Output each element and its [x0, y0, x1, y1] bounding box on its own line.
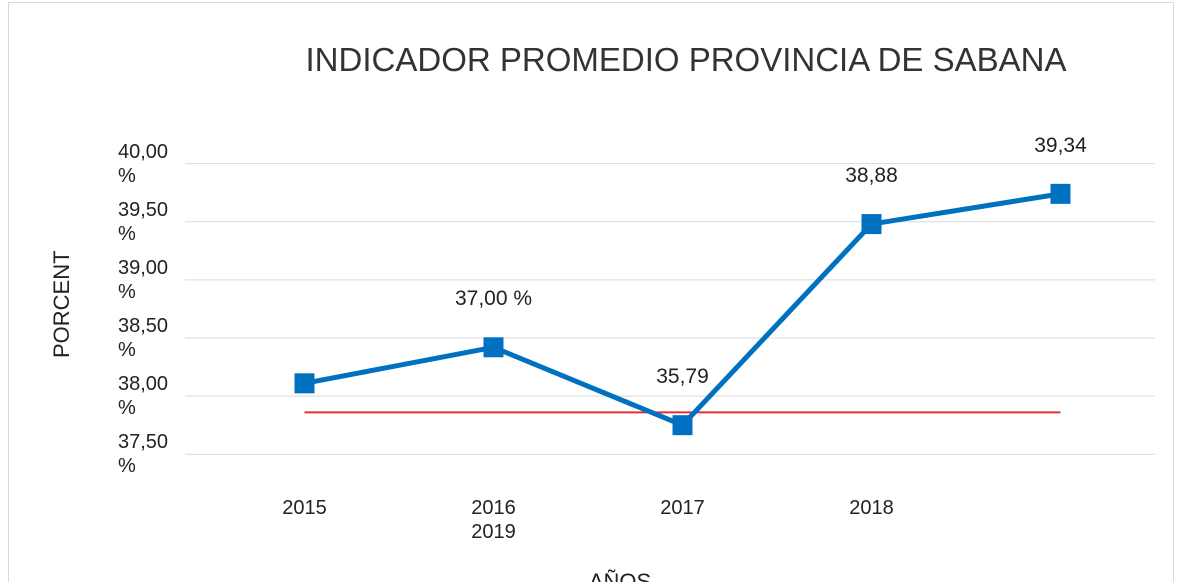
point-marker: [672, 415, 693, 436]
x-tick-label: 2015: [282, 497, 327, 519]
x-tick-note: 2019: [471, 521, 516, 543]
x-tick-label: 2016: [471, 497, 516, 519]
chart-frame: [8, 2, 1174, 582]
y-tick-label: 39,50 %: [118, 198, 169, 245]
chart-title: INDICADOR PROMEDIO PROVINCIA DE SABANA: [305, 41, 1067, 78]
data-label: 37,00 %: [454, 287, 533, 311]
y-tick-label: 38,50 %: [118, 314, 169, 361]
y-axis-title: PORCENT: [49, 250, 74, 358]
y-tick-label: 38,00 %: [118, 373, 169, 420]
data-label: 39,34: [1034, 133, 1087, 157]
data-label: 38,88: [845, 164, 898, 188]
data-label: 35,79: [656, 365, 709, 389]
point-marker: [483, 337, 504, 358]
point-marker: [861, 214, 882, 235]
y-tick-label: 40,00 %: [118, 140, 169, 187]
point-marker: [1050, 183, 1071, 204]
series-line: [304, 191, 1061, 428]
point-marker: [294, 373, 315, 394]
x-tick-label: 2018: [849, 497, 894, 519]
y-tick-label: 37,50 %: [118, 431, 169, 478]
x-axis-title: AÑOS: [588, 569, 652, 582]
y-tick-label: 39,00 %: [118, 256, 169, 303]
x-tick-label: 2017: [660, 497, 705, 519]
